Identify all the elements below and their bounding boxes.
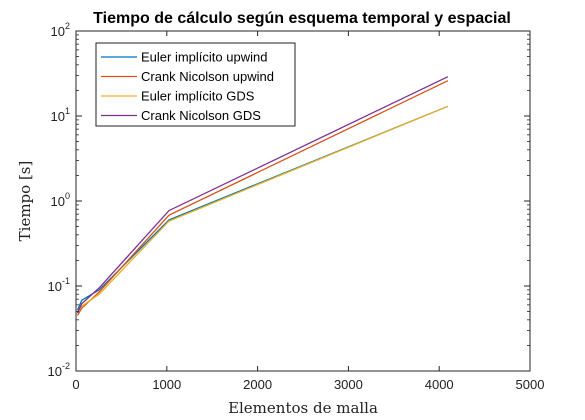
y-tick-label: 10-2 [48,361,70,379]
legend-label-2: Euler implícito GDS [141,89,255,104]
legend-label-1: Crank Nicolson upwind [141,69,274,84]
legend: Euler implícito upwind Crank Nicolson upw… [95,42,296,127]
series-layer [76,76,449,316]
y-tick-label: 101 [51,106,70,124]
x-tick-label: 2000 [243,377,272,392]
y-tick-label: 10-1 [48,276,70,294]
series-line-3 [76,76,449,314]
x-tick-label: 0 [72,377,79,392]
series-line-1 [76,80,449,316]
y-tick-label: 100 [51,191,70,209]
series-line-0 [76,105,449,311]
x-tick-label: 3000 [334,377,363,392]
x-axis-label: Elementos de malla [228,399,378,417]
axes-layer: 0 1000 2000 3000 4000 5000 10-2 10-1 100 101 102 [48,21,545,392]
chart-title: Tiempo de cálculo según esquema temporal… [93,10,511,27]
legend-label-0: Euler implícito upwind [141,50,267,65]
x-tick-label: 1000 [152,377,181,392]
y-tick-label: 102 [51,21,70,39]
legend-label-3: Crank Nicolson GDS [141,108,261,123]
x-tick-label: 4000 [425,377,454,392]
y-axis-label: Tiempo [s] [16,161,34,242]
x-tick-label: 5000 [516,377,545,392]
